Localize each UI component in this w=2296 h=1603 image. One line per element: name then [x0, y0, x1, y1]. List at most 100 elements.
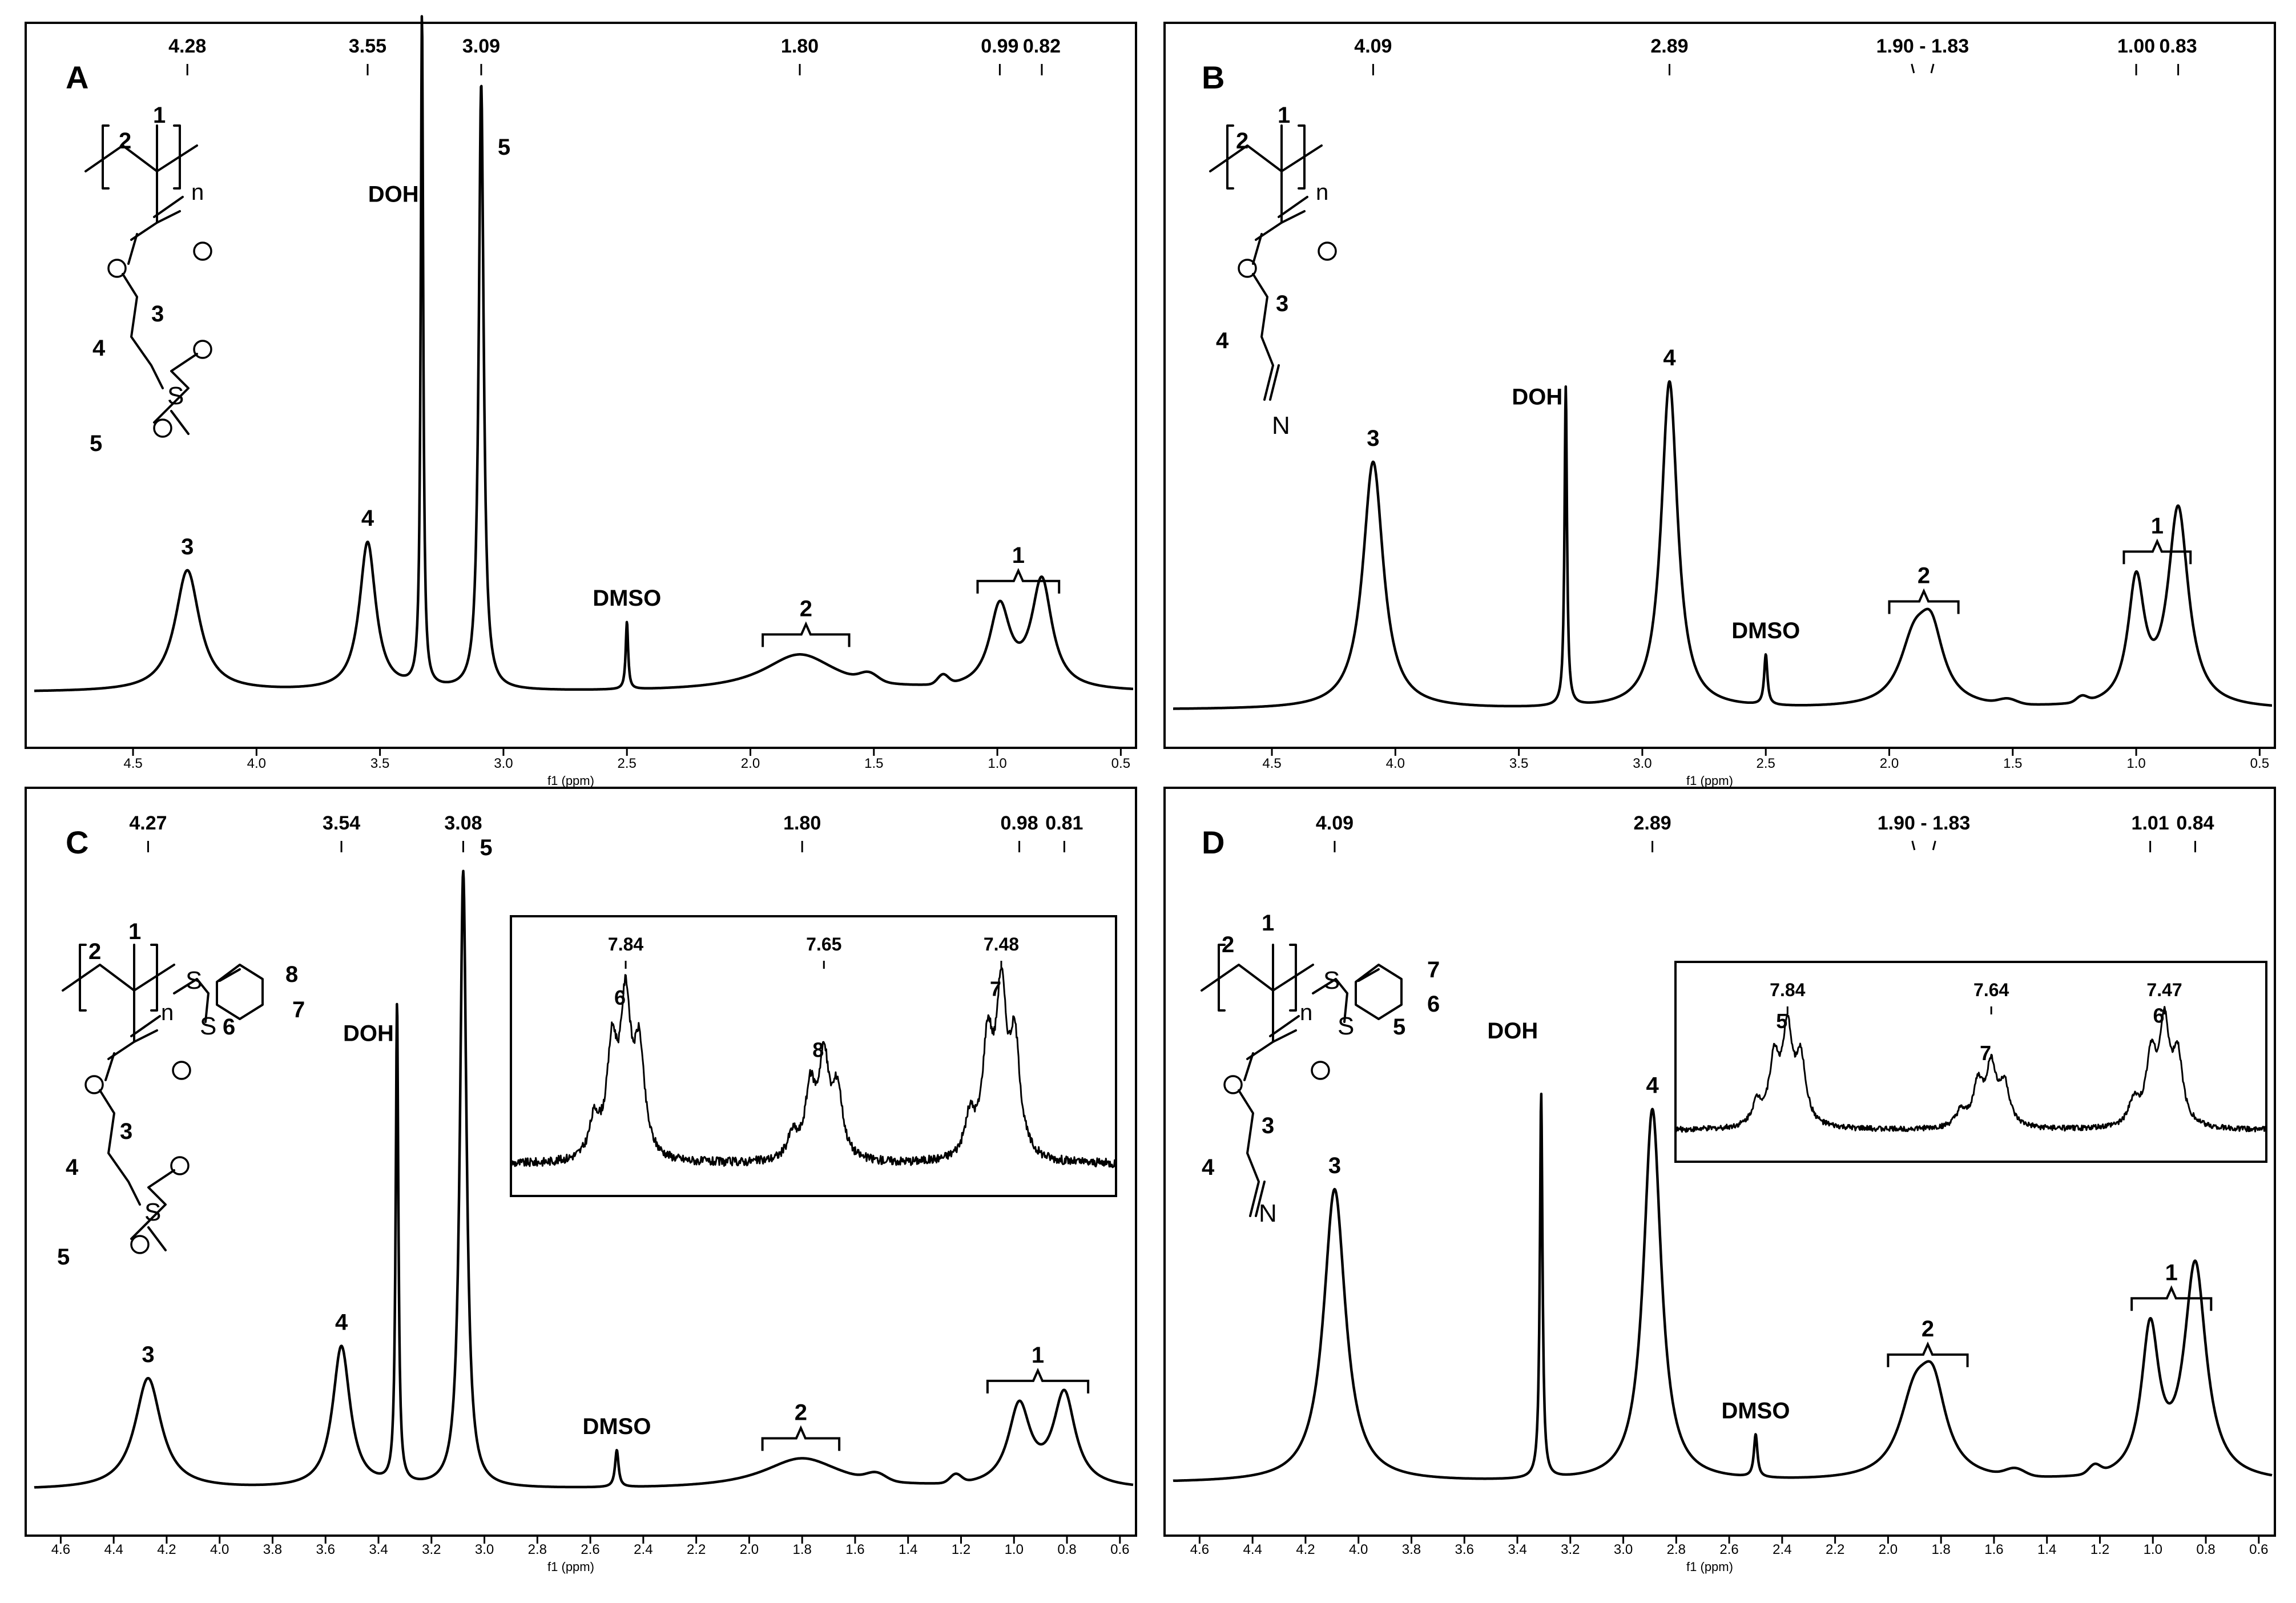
- solvent-label: DMSO: [1721, 1398, 1790, 1423]
- x-tick-label: 2.8: [528, 1542, 547, 1557]
- peak-label: 1: [1012, 543, 1025, 568]
- x-tick-label: 2.0: [741, 756, 760, 771]
- solvent-label: DOH: [368, 182, 419, 207]
- x-tick-label: 4.2: [1296, 1542, 1315, 1557]
- inset-ppm-readout: 7.84: [1770, 980, 1805, 1000]
- x-tick-label: 0.8: [1057, 1542, 1076, 1557]
- ppm-readout: 4.09: [1316, 812, 1354, 834]
- peak-label: 1: [2165, 1260, 2178, 1285]
- solvent-label: DOH: [1487, 1018, 1538, 1044]
- solvent-label: DMSO: [593, 586, 661, 611]
- x-tick-label: 0.8: [2196, 1542, 2215, 1557]
- x-tick-label: 1.2: [2090, 1542, 2109, 1557]
- structure-d: S S 1 2 n 3 4 5 6 7 N: [1201, 911, 1440, 1227]
- ppm-readout-tick: [1911, 840, 1916, 851]
- peak-label: 4: [1663, 345, 1676, 370]
- inset-ppm-readout: 7.64: [1973, 980, 2009, 1000]
- ppm-readout: 1.80: [783, 812, 821, 834]
- inset-peak-label: 7: [990, 977, 1001, 1001]
- structure-a-s-atom: S: [167, 382, 184, 410]
- x-axis-label: f1 (ppm): [1686, 774, 1733, 788]
- inset-peak-label: 6: [614, 986, 626, 1009]
- inset-spectrum-line: [1674, 1006, 2267, 1133]
- x-tick-label: 2.2: [1826, 1542, 1844, 1557]
- ppm-readout: 2.89: [1650, 35, 1688, 57]
- solvent-label: DOH: [343, 1021, 394, 1046]
- x-tick-label: 3.4: [1508, 1542, 1526, 1557]
- x-tick-label: 3.0: [1614, 1542, 1633, 1557]
- structure-c-s-label-2: S: [200, 1012, 216, 1040]
- solvent-label: DMSO: [582, 1414, 651, 1439]
- x-tick-label: 2.8: [1667, 1542, 1686, 1557]
- structure-c-label-4: 4: [66, 1155, 79, 1180]
- structure-d-label-n-atom: N: [1259, 1199, 1277, 1227]
- peak-label: 1: [1032, 1343, 1044, 1368]
- inset-ppm-readout: 7.65: [806, 934, 841, 954]
- inset-ppm-readout: 7.84: [608, 934, 643, 954]
- x-tick-label: 3.6: [316, 1542, 335, 1557]
- structure-d-label-1: 1: [1262, 911, 1274, 936]
- panel-b-frame: [1163, 22, 2276, 749]
- bracket-2: [762, 621, 851, 647]
- structure-c-label-5: 5: [57, 1244, 70, 1270]
- peak-label: 4: [335, 1310, 348, 1335]
- ppm-readout: 1.90 - 1.83: [1878, 812, 1971, 834]
- ppm-readout-tick: [1932, 840, 1936, 851]
- x-axis-label: f1 (ppm): [1686, 1560, 1733, 1574]
- structure-c-label-8: 8: [285, 962, 298, 987]
- x-axis-label: f1 (ppm): [547, 774, 594, 788]
- ppm-readout: 2.89: [1633, 812, 1671, 834]
- structure-c-label-7: 7: [292, 997, 305, 1022]
- ppm-readout: 0.82: [1023, 35, 1061, 57]
- x-tick-label: 0.6: [1110, 1542, 1129, 1557]
- x-tick-label: 2.6: [1719, 1542, 1738, 1557]
- ppm-readout: 4.09: [1354, 35, 1392, 57]
- peak-label: 2: [795, 1400, 807, 1425]
- structure-c-label-3: 3: [120, 1119, 132, 1144]
- structure-a-label-2: 2: [119, 128, 131, 154]
- x-tick-label: 4.6: [1190, 1542, 1209, 1557]
- x-tick-label: 3.0: [1633, 756, 1651, 771]
- peak-label: 2: [1922, 1316, 1934, 1342]
- x-tick-label: 3.2: [1561, 1542, 1580, 1557]
- x-tick-label: 1.5: [864, 756, 883, 771]
- x-tick-label: 1.2: [952, 1542, 970, 1557]
- inset-peak-label: 6: [2153, 1004, 2165, 1028]
- ppm-readout: 0.98: [1000, 812, 1038, 834]
- structure-a-label-4: 4: [92, 336, 106, 361]
- x-tick-label: 1.6: [1984, 1542, 2003, 1557]
- structure-b-label-n-atom: N: [1272, 412, 1290, 440]
- structure-c-label-1: 1: [128, 919, 141, 944]
- peak-label: 3: [181, 534, 194, 559]
- x-tick-label: 3.8: [1402, 1542, 1421, 1557]
- x-tick-label: 4.0: [247, 756, 266, 771]
- ppm-readout: 1.80: [781, 35, 819, 57]
- x-tick-label: 4.4: [104, 1542, 123, 1557]
- x-tick-label: 3.5: [1509, 756, 1528, 771]
- x-tick-label: 3.0: [475, 1542, 494, 1557]
- x-tick-label: 3.2: [422, 1542, 441, 1557]
- x-tick-label: 4.4: [1243, 1542, 1262, 1557]
- x-tick-label: 2.6: [581, 1542, 599, 1557]
- bracket-1: [976, 567, 1061, 594]
- ppm-readout-tick: [1911, 63, 1915, 74]
- x-tick-label: 1.0: [2144, 1542, 2162, 1557]
- panel-d-frame: [1163, 787, 2276, 1537]
- solvent-label: DMSO: [1731, 618, 1800, 643]
- structure-d-label-n: n: [1300, 1000, 1312, 1025]
- structure-b-label-4: 4: [1216, 328, 1229, 353]
- ppm-readout: 3.55: [349, 35, 386, 57]
- panel-b: B 1 2 n 3 4 N 3 DOH 4 DMSO 2 1 4.09 2.89 1.90 - …: [1163, 22, 2276, 788]
- structure-d-label-3: 3: [1262, 1113, 1274, 1138]
- structure-d-label-7: 7: [1427, 957, 1440, 982]
- x-tick-label: 1.0: [988, 756, 1006, 771]
- structure-b-label-n: n: [1316, 180, 1328, 205]
- peak-label: 4: [361, 506, 374, 531]
- peak-label: 5: [480, 835, 492, 860]
- bracket-2: [1888, 588, 1960, 614]
- ppm-readout: 3.54: [323, 812, 360, 834]
- peak-label: 4: [1646, 1073, 1659, 1098]
- panel-c: C S S S 1 2 n 3 4 5 6 7 8 3 4 DOH 5 DMSO 2 1 4.…: [25, 787, 1137, 1574]
- x-tick-label: 4.5: [1262, 756, 1281, 771]
- peak-label: 1: [2151, 513, 2164, 538]
